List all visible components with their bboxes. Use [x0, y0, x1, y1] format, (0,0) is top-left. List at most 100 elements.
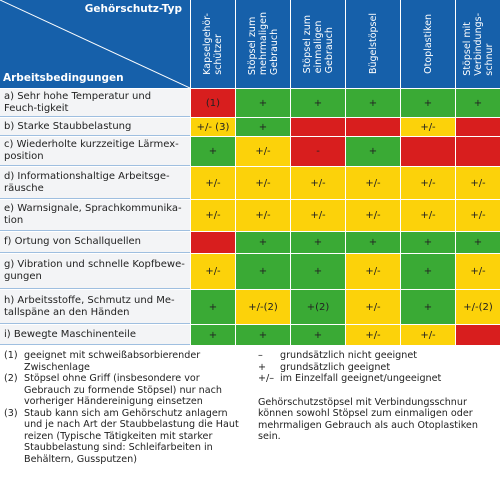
rating-cell: +/- (3) [191, 118, 235, 136]
rating-cell: +/- [456, 200, 500, 231]
footnote-text: geeignet mit schweißabsorbierender Zwisc… [24, 350, 201, 373]
rating-cell: + [401, 290, 455, 324]
rating-cell: + [291, 89, 345, 117]
rating-cell: + [456, 89, 500, 117]
rating-cell: + [236, 232, 290, 253]
rating-text: + [368, 237, 378, 248]
rating-text: +/- [365, 301, 381, 313]
footnote-text: Stöpsel ohne Griff (insbesondere vor Geb… [24, 373, 222, 407]
rating-cell: +/-(2) [236, 290, 290, 324]
rating-text: + [368, 146, 378, 157]
rating-text: +/-(2) [463, 301, 493, 313]
legend-block: – grundsätzlich nicht geeignet + grundsätzl… [258, 350, 496, 443]
rating-text: +/- [255, 210, 271, 221]
rating-cell: +/- [291, 200, 345, 231]
rating-text: + [208, 329, 218, 341]
rating-cell: + [346, 232, 400, 253]
column-group-title: Gehörschutz-Typ [84, 3, 182, 15]
rating-text: + [313, 329, 323, 341]
column-label: Bügelstöpsel [368, 13, 379, 74]
rating-text: - [316, 146, 320, 157]
rating-text: +/- [365, 266, 381, 277]
rating-cell [346, 118, 400, 136]
row-label: i) Bewegte Maschinenteile [0, 325, 190, 345]
row-label: h) Arbeitsstoffe, Schmutz und Me-tallspä… [0, 290, 190, 324]
footer: (1) geeignet mit schweißabsorbierender Zw… [0, 350, 500, 479]
rating-text: +/- [255, 177, 271, 189]
rating-cell: +/- [191, 254, 235, 289]
footnote: (1) geeignet mit schweißabsorbierender Zw… [4, 350, 248, 373]
rating-cell: +/- [236, 137, 290, 166]
rating-cell: + [291, 325, 345, 345]
rating-text: + [423, 266, 433, 277]
rating-text: +/- [420, 210, 436, 221]
rating-cell: + [236, 254, 290, 289]
column-header: Stöpsel zum einmaligen Gebrauch [291, 0, 345, 88]
legend-text: im Einzelfall geeignet/ungeeignet [280, 373, 442, 384]
rating-cell: +/- [346, 290, 400, 324]
column-label-line: Stöpsel zum [301, 14, 313, 74]
column-label-line: mehrmaligen [257, 12, 269, 76]
rating-cell: + [291, 232, 345, 253]
footnote-marker: (1) [4, 350, 18, 361]
rating-text: +/- [205, 266, 221, 277]
column-label-line: Gebrauch [268, 29, 280, 76]
legend-symbol: + [258, 361, 267, 373]
legend-text: grundsätzlich nicht geeignet [280, 350, 418, 361]
column-label-line: schnur [483, 43, 495, 76]
rating-text: +/- [470, 266, 486, 277]
rating-text: +/- [310, 177, 326, 189]
footnote-marker: (3) [4, 407, 18, 419]
rating-text: +/- [470, 177, 486, 189]
rating-cell: +/- [401, 167, 455, 199]
column-label-line: Bügelstöpsel [367, 13, 379, 75]
rating-cell: +/- [291, 167, 345, 199]
rating-text: + [473, 97, 483, 109]
rating-text: + [208, 301, 218, 313]
rating-text: + [313, 237, 323, 248]
footnotes: (1) geeignet mit schweißabsorbierender Zw… [4, 350, 248, 465]
rating-cell [456, 118, 500, 136]
column-label-line: Stöpsel zum [246, 17, 258, 76]
rating-text: +/- [420, 329, 436, 341]
column-label-line: einmaligen [312, 20, 324, 74]
rating-cell [401, 137, 455, 166]
rating-text: + [208, 146, 218, 157]
rating-cell: +/- [346, 167, 400, 199]
rating-cell: +/- [346, 254, 400, 289]
column-label-line: Verbindungs- [472, 12, 484, 76]
rating-cell: + [401, 89, 455, 117]
rating-text: +/- [365, 177, 381, 189]
legend-entry: – grundsätzlich nicht geeignet [258, 350, 496, 362]
rating-text: +/- [205, 177, 221, 189]
rating-text: + [313, 266, 323, 277]
rating-cell [291, 118, 345, 136]
column-label: Stöpsel zum einmaligen Gebrauch [302, 15, 335, 73]
diagonal [0, 0, 190, 88]
column-label-line: schützer [213, 34, 224, 75]
rating-cell: +/- [236, 200, 290, 231]
column-label: Otoplastiken [423, 14, 434, 74]
rating-cell: +/- [346, 325, 400, 345]
remark: Gehörschutzstöpsel mit Verbindungsschnur… [258, 396, 478, 443]
rating-cell: (1) [191, 89, 235, 117]
rating-cell: + [191, 290, 235, 324]
row-label: e) Warnsignale, Sprachkommunika-tion [0, 200, 190, 231]
footnote: (3) Staub kann sich am Gehörschutz anlage… [4, 408, 248, 466]
rating-text: (1) [205, 97, 221, 109]
column-label-line: Stöpsel mit [461, 21, 473, 76]
rating-cell: + [346, 137, 400, 166]
rating-text: + [423, 237, 433, 248]
rating-cell: + [191, 325, 235, 345]
rating-text: +/- (3) [196, 121, 230, 133]
rating-cell [456, 137, 500, 166]
rating-cell: + [291, 254, 345, 289]
rating-text: + [473, 237, 483, 248]
rating-text: +/- [420, 177, 436, 189]
rating-text: +/- [255, 146, 271, 157]
rating-cell: + [401, 232, 455, 253]
rating-text: +/- [205, 210, 221, 221]
legend: – grundsätzlich nicht geeignet + grundsätzl… [258, 350, 496, 385]
footnote-text: Staub kann sich am Gehörschutz anlagern … [24, 407, 239, 465]
rating-cell: +/- [346, 200, 400, 231]
